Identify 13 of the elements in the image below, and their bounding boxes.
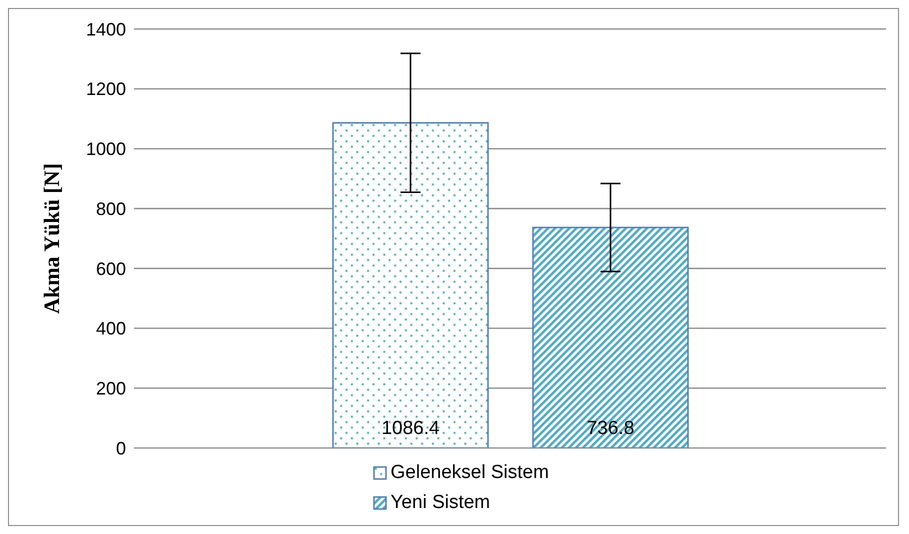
legend-label: Geleneksel Sistem — [390, 461, 549, 485]
y-tick-label: 1200 — [86, 79, 126, 100]
y-tick-label: 1000 — [86, 139, 126, 160]
legend-label: Yeni Sistem — [390, 491, 490, 515]
y-tick-label: 800 — [96, 198, 126, 219]
y-axis-title: Akma Yükü [N] — [38, 163, 64, 314]
y-tick-label: 200 — [96, 378, 126, 399]
y-tick-label: 600 — [96, 258, 126, 279]
y-tick-label: 400 — [96, 318, 126, 339]
data-label: 736.8 — [586, 418, 634, 439]
data-label: 1086.4 — [381, 418, 440, 439]
y-tick-label: 1400 — [86, 19, 126, 40]
y-tick-label: 0 — [116, 438, 126, 458]
